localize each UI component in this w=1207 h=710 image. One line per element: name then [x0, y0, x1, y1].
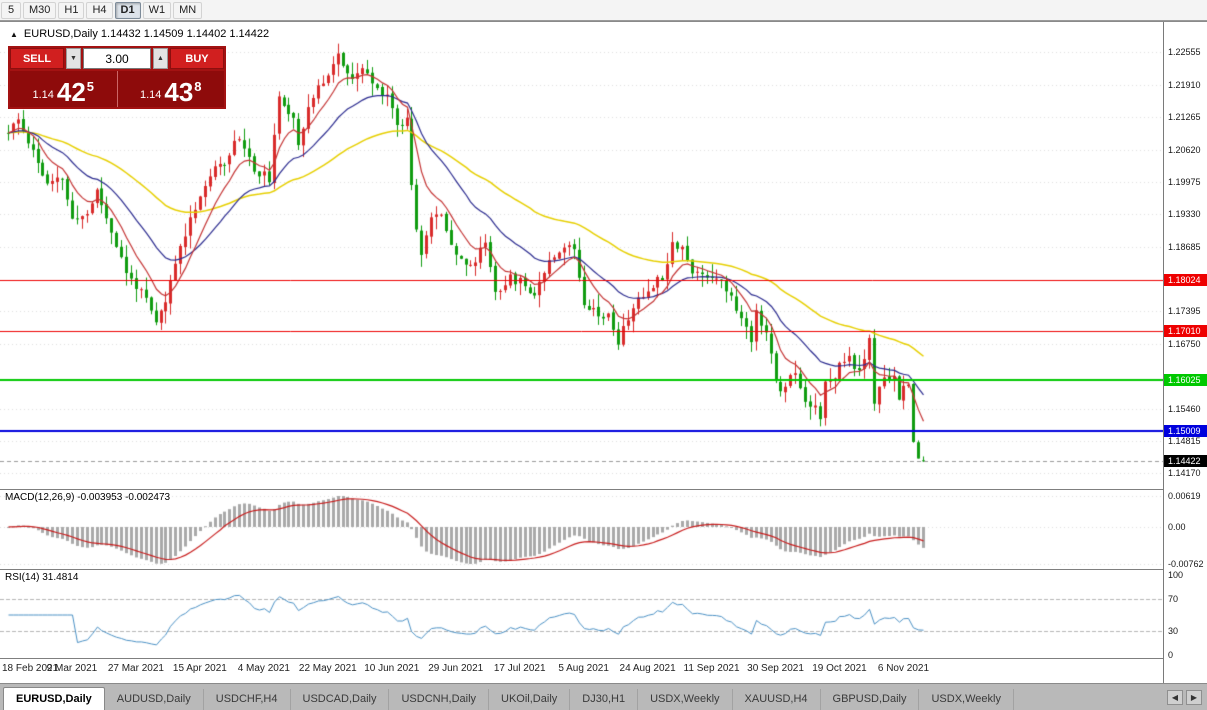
date-label: 30 Sep 2021 — [747, 663, 804, 674]
rsi-scale-tick: 30 — [1168, 626, 1179, 636]
volume-input[interactable] — [83, 48, 151, 69]
price-tick: 1.19330 — [1168, 209, 1201, 220]
sell-price-display[interactable]: 1.14 42 5 — [10, 71, 118, 107]
date-label: 4 May 2021 — [237, 663, 290, 674]
rsi-scale-tick: 0 — [1168, 650, 1174, 660]
sell-price-sup: 5 — [86, 79, 95, 94]
date-label: 10 Jun 2021 — [364, 663, 420, 674]
chart-tab-USDCAD-Daily[interactable]: USDCAD,Daily — [291, 689, 390, 710]
buy-price-base: 1.14 — [139, 89, 162, 101]
timeframe-H4[interactable]: H4 — [86, 1, 113, 19]
chart-tab-USDCHF-H4[interactable]: USDCHF,H4 — [204, 689, 291, 710]
macd-scale-tick: -0.00762 — [1168, 559, 1204, 569]
chart-window: ▲ EURUSD,Daily 1.14432 1.14509 1.14402 1… — [0, 21, 1207, 683]
date-label: 19 Oct 2021 — [812, 663, 867, 674]
timeframe-H1[interactable]: H1 — [58, 1, 85, 19]
rsi-scale-tick: 70 — [1168, 594, 1179, 604]
timeframe-5[interactable]: 5 — [1, 1, 21, 19]
price-axis[interactable]: 1.22555 1.21910 1.21265 1.20620 1.19975 1.193… — [1163, 22, 1207, 683]
date-label: 17 Jul 2021 — [493, 663, 546, 674]
price-tick: 1.21910 — [1168, 79, 1201, 90]
date-axis[interactable]: 18 Feb 2021 9 Mar 2021 27 Mar 2021 15 Apr 2… — [0, 659, 1163, 681]
date-label: 5 Aug 2021 — [558, 663, 609, 674]
timeframe-D1[interactable]: D1 — [114, 1, 141, 19]
sell-button[interactable]: SELL — [10, 48, 64, 69]
price-tick: 1.16750 — [1168, 338, 1201, 349]
buy-price-big: 43 — [164, 77, 194, 107]
date-label: 24 Aug 2021 — [619, 663, 676, 674]
timeframe-MN[interactable]: MN — [173, 1, 203, 19]
chart-tab-AUDUSD-Daily[interactable]: AUDUSD,Daily — [105, 689, 204, 710]
price-line-label: 1.16025 — [1164, 374, 1207, 387]
trade-controls-row: SELL ▼ ▲ BUY — [10, 48, 224, 69]
rsi-scale-tick: 100 — [1168, 570, 1184, 580]
chart-tab-EURUSD-Daily[interactable]: EURUSD,Daily — [3, 687, 105, 710]
collapse-trade-panel-icon[interactable]: ▲ — [10, 29, 18, 39]
symbol-ohlc-text: EURUSD,Daily 1.14432 1.14509 1.14402 1.1… — [23, 28, 270, 40]
chart-tab-DJ30-H1[interactable]: DJ30,H1 — [570, 689, 639, 710]
volume-down-button[interactable]: ▼ — [66, 48, 81, 69]
chart-tab-bar: EURUSD,Daily AUDUSD,Daily USDCHF,H4 USDCAD,… — [0, 683, 1207, 710]
price-line-label: 1.17010 — [1164, 324, 1207, 337]
chart-tab-UKOil-Daily[interactable]: UKOil,Daily — [489, 689, 571, 710]
buy-price-sup: 8 — [194, 79, 202, 94]
rsi-indicator-label: RSI(14) 31.4814 — [5, 572, 79, 583]
macd-indicator-label: MACD(12,26,9) -0.003953 -0.002473 — [5, 492, 171, 503]
price-tick: 1.14815 — [1168, 436, 1201, 447]
chart-tab-USDCNH-Daily[interactable]: USDCNH,Daily — [389, 689, 490, 710]
price-tick: 1.21265 — [1168, 112, 1201, 123]
tabs-scroll-right-button[interactable]: ▶ — [1186, 690, 1202, 705]
chart-tab-USDX-Weekly[interactable]: USDX,Weekly — [638, 689, 733, 710]
macd-scale-tick: 0.00 — [1168, 521, 1186, 532]
timeframe-W1[interactable]: W1 — [142, 1, 172, 19]
rsi-dateaxis-separator[interactable] — [0, 658, 1207, 659]
chart-tab-GBPUSD-Daily[interactable]: GBPUSD,Daily — [821, 689, 920, 710]
tab-scroll-controls: ◀ ▶ — [1167, 690, 1207, 710]
price-tick: 1.19975 — [1168, 176, 1201, 187]
date-label: 18 Feb 2021 — [2, 663, 59, 674]
buy-price-display[interactable]: 1.14 43 8 — [118, 71, 225, 107]
timeframe-toolbar: 5 M30 H1 H4 D1 W1 MN — [0, 0, 1207, 21]
date-label: 9 Mar 2021 — [46, 663, 98, 674]
date-label: 27 Mar 2021 — [107, 663, 164, 674]
volume-up-button[interactable]: ▲ — [153, 48, 168, 69]
chart-tab-USDX-Weekly[interactable]: USDX,Weekly — [919, 689, 1014, 710]
date-label: 15 Apr 2021 — [172, 663, 227, 674]
price-line-label: 1.15009 — [1164, 425, 1207, 438]
date-label: 11 Sep 2021 — [683, 663, 740, 674]
tabs-scroll-left-button[interactable]: ◀ — [1167, 690, 1183, 705]
trade-prices-row: 1.14 42 5 1.14 43 8 — [10, 71, 224, 107]
chart-symbol-header: ▲ EURUSD,Daily 1.14432 1.14509 1.14402 1… — [10, 28, 269, 40]
date-label: 22 May 2021 — [298, 663, 357, 674]
chart-tab-XAUUSD-H4[interactable]: XAUUSD,H4 — [733, 689, 821, 710]
macd-rsi-separator[interactable] — [0, 569, 1207, 570]
price-tick: 1.22555 — [1168, 47, 1201, 58]
main-macd-separator[interactable] — [0, 489, 1207, 490]
price-chart-canvas[interactable] — [0, 22, 1163, 683]
price-tick: 1.14170 — [1168, 468, 1201, 479]
timeframe-M30[interactable]: M30 — [23, 1, 57, 19]
date-label: 6 Nov 2021 — [877, 663, 930, 674]
buy-button[interactable]: BUY — [170, 48, 224, 69]
sell-price-base: 1.14 — [32, 89, 54, 101]
current-price-label: 1.14422 — [1164, 454, 1207, 467]
price-tick: 1.15460 — [1168, 403, 1201, 414]
price-line-label: 1.18024 — [1164, 273, 1207, 286]
sell-price-big: 42 — [56, 77, 86, 107]
date-label: 29 Jun 2021 — [428, 663, 484, 674]
price-tick: 1.20620 — [1168, 144, 1201, 155]
price-tick: 1.18685 — [1168, 241, 1201, 252]
price-tick: 1.17395 — [1168, 306, 1201, 317]
macd-scale-tick: 0.00619 — [1168, 491, 1201, 501]
one-click-trading-panel: SELL ▼ ▲ BUY 1.14 42 5 1.14 43 8 — [8, 46, 226, 109]
